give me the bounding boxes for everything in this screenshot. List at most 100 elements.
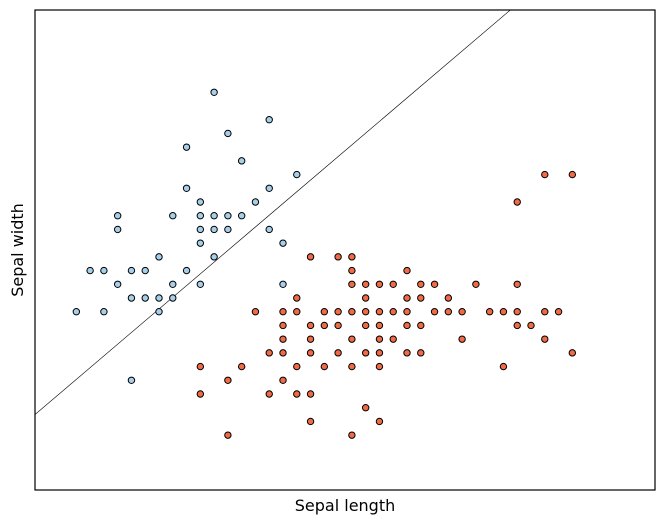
data-point-class-1-42 (334, 321, 342, 330)
data-point-class-1-52 (375, 335, 384, 343)
data-point-class-1-43 (361, 321, 370, 330)
data-point-class-0-10 (113, 212, 122, 220)
data-point-class-0-15 (237, 212, 246, 220)
data-point-class-1-78 (306, 417, 315, 426)
data-point-class-0-20 (265, 225, 273, 234)
data-point-class-1-56 (265, 349, 273, 357)
data-point-class-0-25 (86, 266, 94, 275)
data-point-class-1-66 (237, 362, 246, 371)
data-point-class-0-28 (141, 266, 149, 275)
data-point-class-1-61 (375, 349, 384, 357)
data-point-class-0-17 (196, 225, 205, 234)
data-point-class-1-41 (320, 321, 329, 330)
data-point-class-1-79 (375, 417, 384, 426)
data-point-class-1-64 (568, 349, 577, 357)
decision-boundary-line (35, 10, 511, 415)
data-point-class-1-4 (334, 253, 342, 261)
data-point-class-0-24 (210, 253, 218, 261)
data-point-class-1-51 (348, 335, 356, 343)
data-point-class-1-30 (348, 308, 356, 316)
data-point-class-1-16 (293, 294, 301, 302)
data-point-class-0-8 (196, 198, 205, 206)
data-point-class-1-34 (430, 308, 439, 316)
data-point-class-0-11 (169, 212, 177, 220)
data-point-class-1-15 (513, 280, 521, 288)
data-point-class-1-55 (541, 335, 549, 343)
data-point-class-1-12 (417, 280, 425, 288)
data-point-class-1-71 (499, 362, 508, 371)
series-class-0 (72, 88, 301, 384)
data-point-class-1-70 (375, 362, 384, 371)
data-point-class-1-60 (361, 349, 370, 357)
data-point-class-1-75 (265, 390, 273, 398)
plot-area (35, 10, 577, 439)
plot-frame (34, 9, 656, 491)
data-point-class-0-33 (279, 280, 287, 288)
data-point-class-1-37 (541, 308, 549, 316)
data-point-class-1-48 (527, 321, 535, 330)
data-point-class-1-63 (417, 349, 425, 357)
data-point-class-1-35 (444, 308, 453, 316)
data-point-class-1-21 (361, 308, 370, 316)
data-point-class-1-5 (348, 253, 356, 261)
data-point-class-1-39 (279, 321, 287, 330)
data-point-class-0-13 (210, 212, 218, 220)
data-point-class-1-57 (279, 349, 287, 357)
data-point-class-1-22 (458, 308, 466, 316)
data-point-class-1-45 (403, 321, 411, 330)
data-point-class-1-23 (499, 308, 508, 316)
data-point-class-1-40 (306, 321, 315, 330)
data-point-class-0-23 (196, 239, 205, 247)
data-point-class-1-62 (403, 349, 411, 357)
data-point-class-1-50 (306, 335, 315, 343)
data-point-class-0-37 (169, 294, 177, 302)
data-point-class-1-9 (361, 280, 370, 288)
data-point-class-1-44 (375, 321, 384, 330)
data-point-class-0-14 (224, 212, 232, 220)
data-point-class-1-19 (417, 294, 425, 302)
data-point-class-1-17 (361, 294, 370, 302)
data-point-class-1-73 (279, 376, 287, 384)
data-point-class-0-19 (224, 225, 232, 234)
data-point-class-1-18 (403, 294, 411, 302)
data-points (72, 88, 577, 439)
data-point-class-1-7 (403, 266, 411, 275)
data-point-class-1-1 (568, 170, 577, 179)
data-point-class-1-0 (541, 170, 549, 179)
data-point-class-1-27 (293, 308, 301, 316)
data-point-class-1-10 (375, 280, 384, 288)
data-point-class-1-46 (417, 321, 425, 330)
data-point-class-1-49 (279, 335, 287, 343)
data-point-class-1-31 (375, 308, 384, 316)
data-point-class-0-3 (224, 129, 232, 138)
data-point-class-0-12 (196, 212, 205, 220)
data-point-class-1-58 (306, 349, 315, 357)
data-point-class-0-32 (196, 280, 205, 288)
data-point-class-0-9 (251, 198, 260, 206)
series-class-1 (196, 170, 577, 439)
data-point-class-1-28 (320, 308, 329, 316)
data-point-class-0-21 (279, 239, 287, 247)
data-point-class-0-0 (210, 88, 218, 96)
data-point-class-0-1 (182, 143, 191, 151)
data-point-class-1-14 (472, 280, 480, 288)
data-point-class-0-4 (237, 157, 246, 165)
data-point-class-0-2 (265, 116, 273, 124)
y-axis-label: Sepal width (8, 203, 27, 297)
data-point-class-1-2 (513, 198, 521, 206)
data-point-class-0-5 (265, 184, 273, 192)
data-point-class-1-8 (348, 280, 356, 288)
data-point-class-0-41 (127, 376, 136, 384)
data-point-class-1-68 (320, 362, 329, 371)
data-point-class-1-76 (293, 390, 301, 398)
plot-background (35, 10, 655, 490)
data-point-class-1-38 (554, 308, 563, 316)
data-point-class-0-31 (169, 280, 177, 288)
data-point-class-0-30 (113, 280, 122, 288)
data-point-class-1-81 (348, 431, 356, 439)
data-point-class-0-38 (100, 308, 108, 316)
data-point-class-0-26 (100, 266, 108, 275)
data-point-class-1-24 (513, 308, 521, 316)
data-point-class-1-82 (361, 404, 370, 412)
